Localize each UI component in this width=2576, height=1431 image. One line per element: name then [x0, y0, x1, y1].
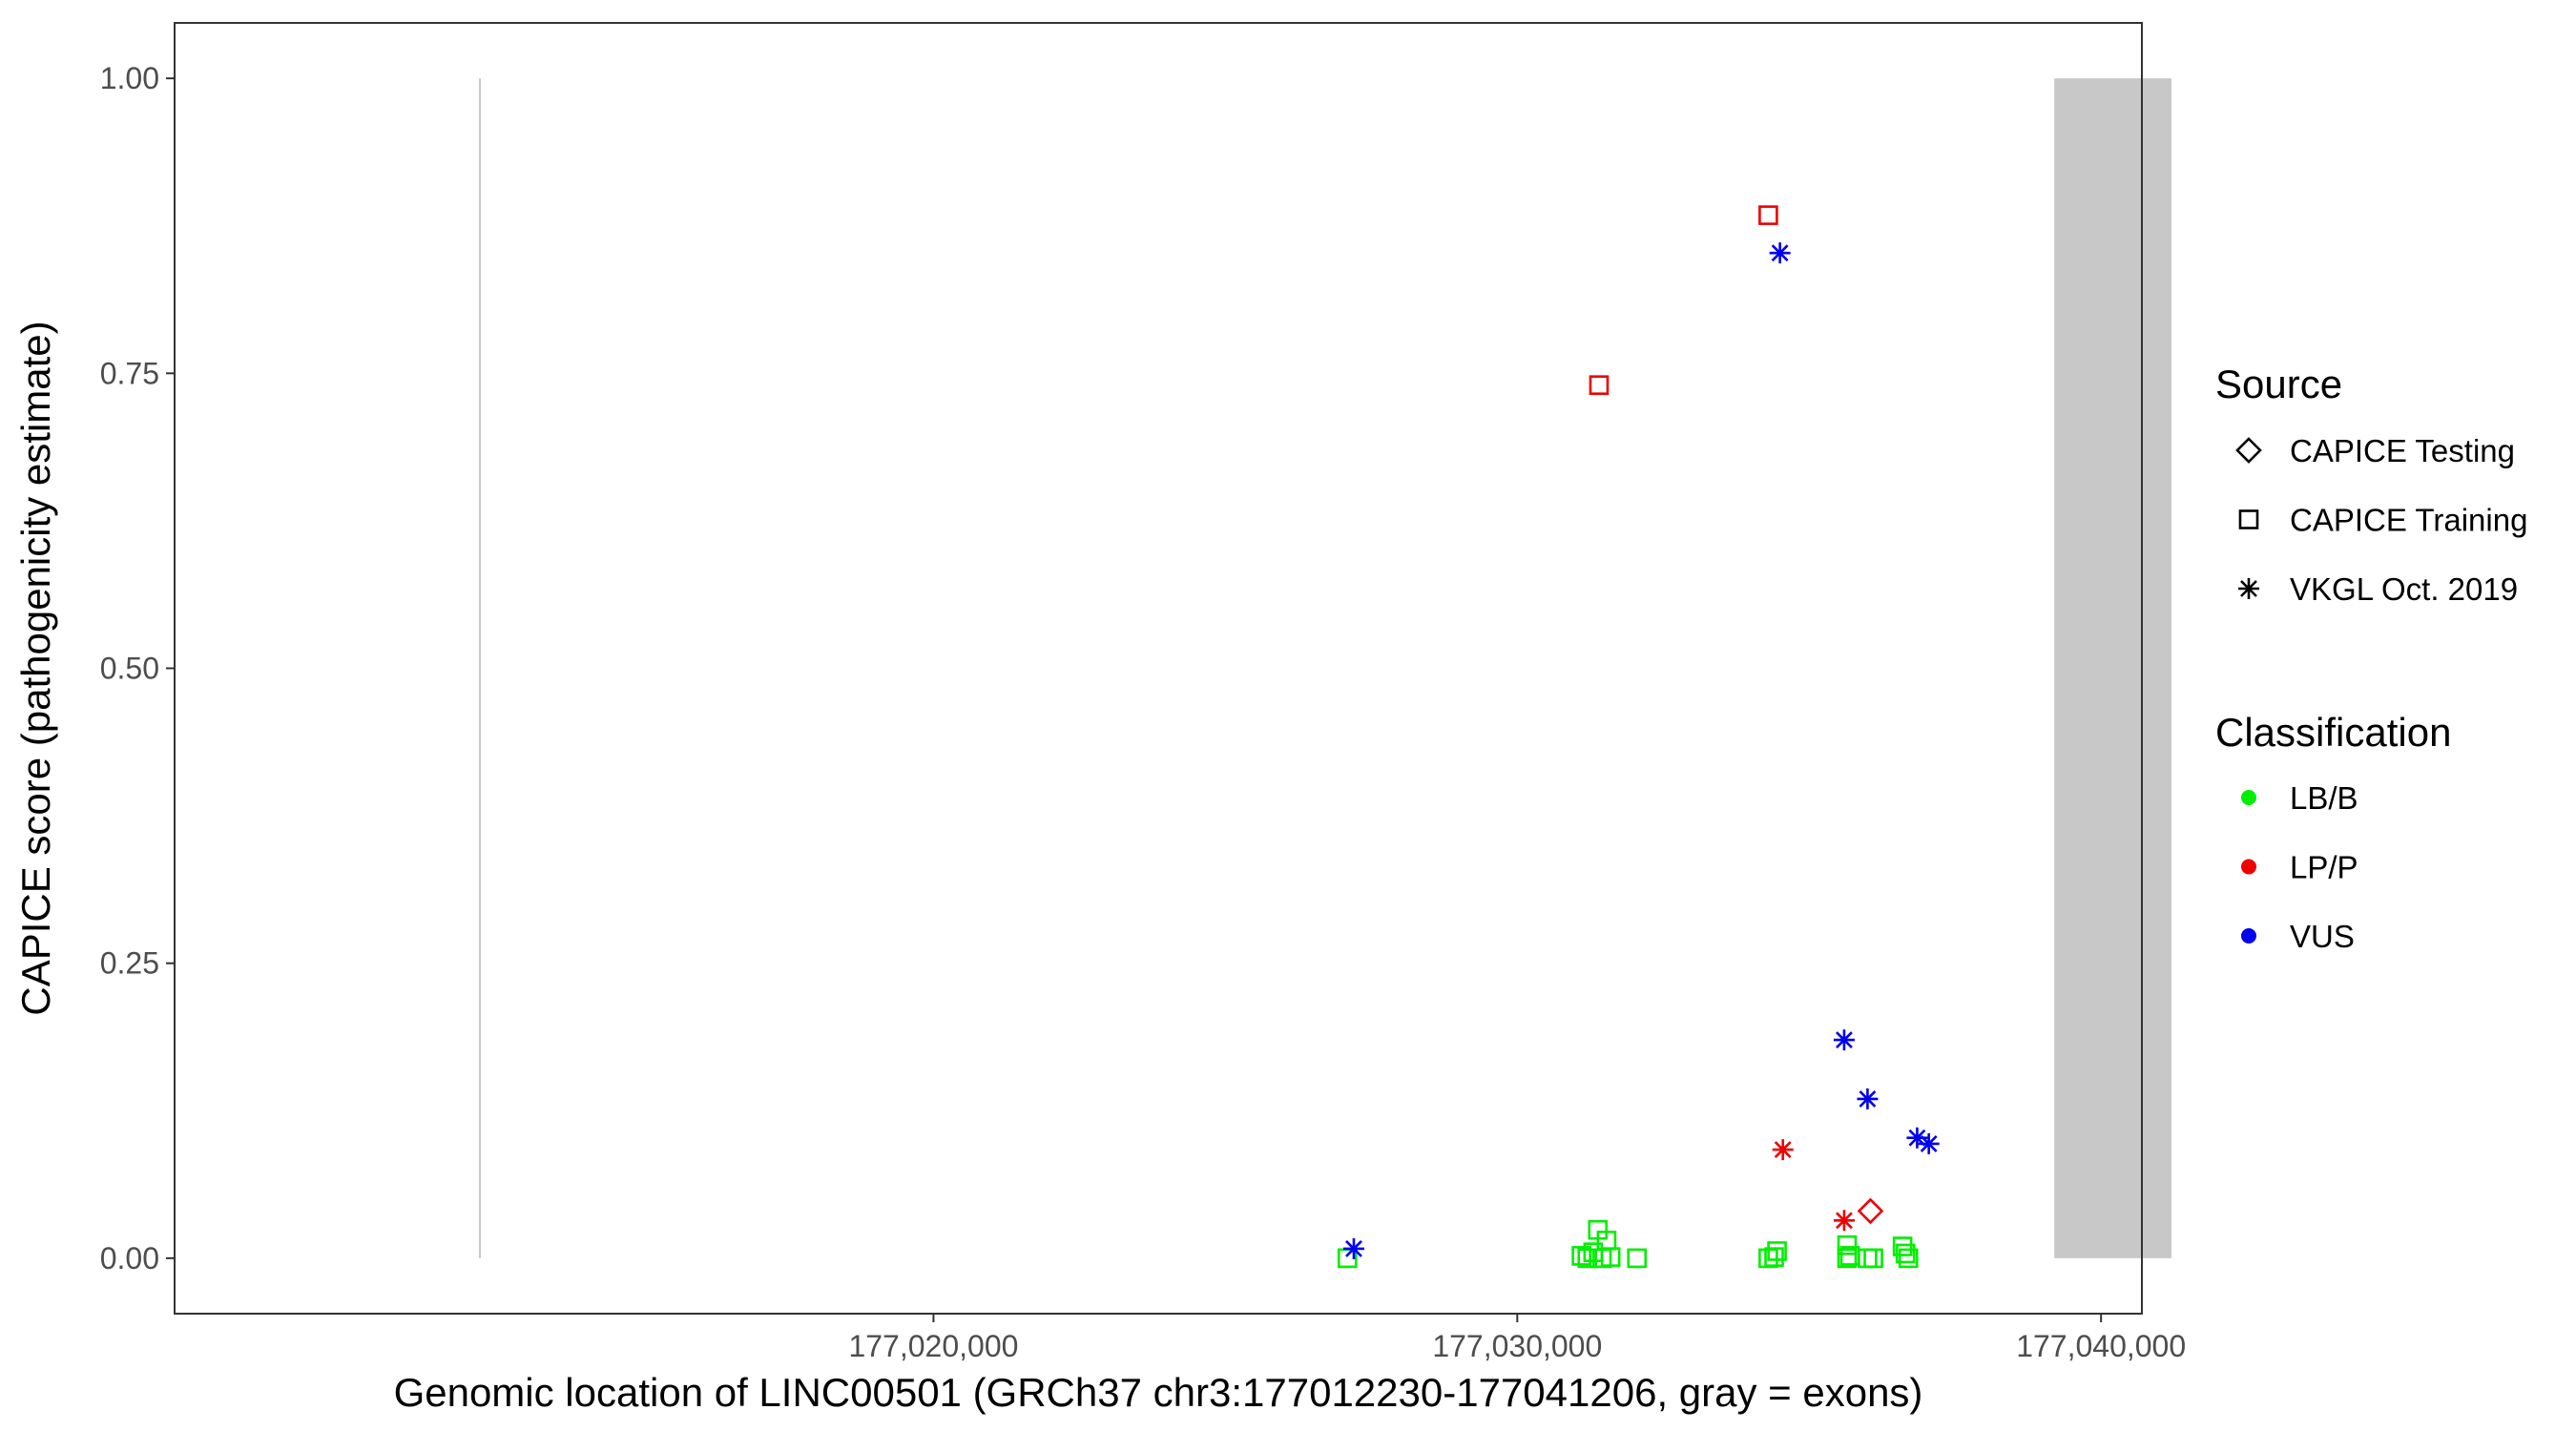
data-point [1833, 1029, 1855, 1051]
y-tick-label: 0.50 [100, 652, 159, 686]
y-tick-label: 0.00 [100, 1241, 159, 1275]
data-point [1837, 1248, 1858, 1269]
data-point [1863, 1248, 1883, 1269]
data-point [1627, 1248, 1648, 1269]
x-tick-label: 177,020,000 [848, 1329, 1018, 1363]
legend-source-title: Source [2215, 362, 2342, 406]
data-point [1892, 1236, 1913, 1256]
data-point [1895, 1243, 1916, 1264]
legend-label: VKGL Oct. 2019 [2290, 571, 2518, 607]
data-point [1764, 1247, 1784, 1267]
legend-label: CAPICE Testing [2290, 433, 2515, 468]
point-layer [1337, 205, 1940, 1269]
data-point [1342, 1237, 1364, 1259]
data-point [1857, 1197, 1884, 1225]
exon-layer [479, 78, 2171, 1258]
legend-label: LP/P [2290, 850, 2358, 885]
exon-mark [2054, 78, 2171, 1258]
data-point [1577, 1248, 1598, 1269]
data-point [1918, 1132, 1940, 1154]
legend-label: LB/B [2290, 780, 2358, 816]
data-point [1769, 242, 1791, 264]
legend-key-asterisk [2238, 578, 2259, 599]
tick-layer: 0.00 0.25 0.50 0.75 1.00 177,020,000 177,030,0… [100, 61, 2186, 1363]
data-point [1571, 1246, 1591, 1266]
x-axis-title: Genomic location of LINC00501 (GRCh37 ch… [394, 1370, 1923, 1415]
data-point [1898, 1248, 1919, 1269]
y-tick-label: 1.00 [100, 61, 159, 95]
data-point [1837, 1234, 1858, 1255]
data-point [1833, 1210, 1855, 1232]
data-point [1772, 1139, 1794, 1161]
legend-items: CAPICE Testing CAPICE Training VKGL Oct. 2… [2235, 433, 2527, 954]
legend-key-dot [2241, 790, 2256, 805]
legend-class-title: Classification [2215, 710, 2451, 755]
legend-key-dot [2241, 859, 2256, 875]
data-point [1589, 375, 1610, 395]
y-tick-label: 0.25 [100, 946, 159, 981]
data-point [1906, 1127, 1928, 1149]
legend-label: VUS [2290, 919, 2355, 954]
data-point [1600, 1247, 1621, 1267]
x-tick-label: 177,040,000 [2016, 1329, 2186, 1363]
legend-key-square [2238, 509, 2259, 529]
y-axis-title: CAPICE score (pathogenicity estimate) [13, 321, 58, 1015]
legend-key-diamond [2235, 437, 2262, 464]
legend: Source Classification CAPICE TestingCAPI… [2215, 362, 2527, 954]
legend-label: CAPICE Training [2290, 503, 2527, 538]
data-point [1758, 205, 1778, 225]
legend-key-dot [2241, 928, 2256, 944]
data-point [1857, 1088, 1879, 1110]
x-tick-label: 177,030,000 [1432, 1329, 1602, 1363]
panel-border [174, 22, 2143, 1315]
data-point [1767, 1241, 1787, 1261]
y-tick-label: 0.75 [100, 356, 159, 390]
